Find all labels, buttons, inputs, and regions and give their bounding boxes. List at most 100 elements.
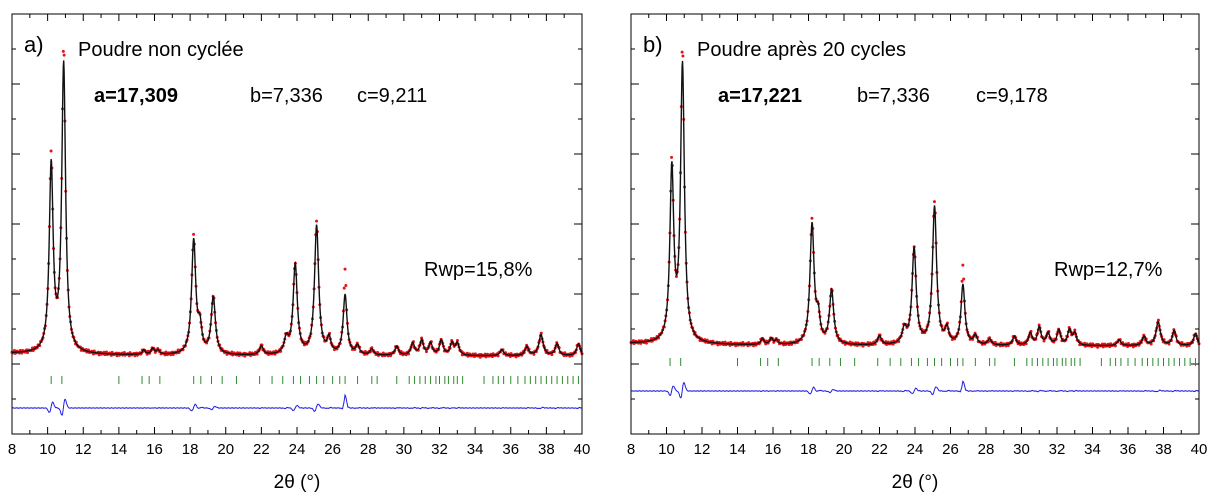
- difference-curve-line: [630, 380, 1200, 399]
- x-tick-label: 32: [1049, 441, 1066, 458]
- param-a: a=17,221: [718, 85, 802, 107]
- observed-point: [961, 263, 965, 267]
- x-tick-label: 14: [729, 441, 746, 458]
- calculated-profile-line: [11, 60, 583, 357]
- x-tick-label: 24: [907, 441, 924, 458]
- observed-point: [1042, 339, 1046, 343]
- x-tick-label: 32: [431, 441, 448, 458]
- observed-point: [192, 232, 196, 236]
- tick-label-layer: 8 10 12 14 16 18 20 22 24 26 28 30 32 34 36 38 40: [8, 441, 591, 458]
- observed-point: [670, 155, 674, 159]
- x-tick-label: 26: [942, 441, 959, 458]
- observed-point: [315, 219, 319, 223]
- x-tick-label: 22: [871, 441, 888, 458]
- param-c: c=9,211: [357, 85, 427, 107]
- observed-point: [962, 277, 966, 281]
- x-tick-label: 30: [396, 441, 413, 458]
- x-tick-label: 18: [800, 441, 817, 458]
- observed-point: [230, 350, 234, 354]
- x-tick-label: 40: [1191, 441, 1208, 458]
- observed-point: [243, 354, 247, 358]
- x-tick-label: 28: [978, 441, 995, 458]
- panel-label: b): [643, 32, 663, 57]
- panel-label: a): [24, 32, 44, 57]
- data-layer: [10, 49, 584, 416]
- x-tick-label: 18: [182, 441, 199, 458]
- observed-point: [752, 344, 756, 348]
- observed-point: [716, 343, 720, 347]
- plot-frame: [630, 13, 1200, 435]
- observed-point: [861, 344, 865, 348]
- observed-point: [343, 267, 347, 271]
- rwp-annotation: Rwp=15,8%: [424, 259, 533, 281]
- tick-label-layer: 8 10 12 14 16 18 20 22 24 26 28 30 32 34 36 38 40: [627, 441, 1208, 458]
- chart-panel-a: 8 10 12 14 16 18 20 22 24 26 28 30 32 34 36 38 40 a) Pou…: [0, 0, 592, 500]
- x-tick-label: 28: [360, 441, 377, 458]
- x-tick-label: 12: [694, 441, 711, 458]
- observed-point: [848, 340, 852, 344]
- observed-point: [342, 286, 346, 290]
- x-tick-label: 10: [658, 441, 675, 458]
- observed-point: [631, 339, 635, 343]
- x-tick-label: 20: [836, 441, 853, 458]
- observed-point: [568, 354, 572, 358]
- x-tick-label: 24: [289, 441, 306, 458]
- x-axis-label: 2θ (°): [274, 472, 321, 493]
- x-tick-label: 22: [253, 441, 270, 458]
- x-tick-label: 12: [75, 441, 92, 458]
- x-tick-label: 8: [627, 441, 635, 458]
- xrd-chart-a: 8 10 12 14 16 18 20 22 24 26 28 30 32 34 36 38 40 a) Pou…: [8, 13, 591, 493]
- chart-panel-b: 8 10 12 14 16 18 20 22 24 26 28 30 32 34 36 38 40 b) Pou…: [619, 0, 1211, 500]
- x-tick-label: 34: [467, 441, 484, 458]
- param-a: a=17,309: [94, 85, 178, 107]
- observed-point: [62, 53, 66, 57]
- x-tick-label: 14: [111, 441, 128, 458]
- observed-point: [424, 350, 428, 354]
- x-tick-label: 38: [538, 441, 555, 458]
- chart-title: Poudre non cyclée: [78, 39, 244, 61]
- observed-point: [133, 354, 137, 358]
- xrd-chart-b: 8 10 12 14 16 18 20 22 24 26 28 30 32 34 36 38 40 b) Pou…: [627, 13, 1208, 493]
- x-tick-label: 16: [765, 441, 782, 458]
- observed-point: [514, 355, 518, 359]
- x-tick-label: 38: [1155, 441, 1172, 458]
- rwp-annotation: Rwp=12,7%: [1054, 259, 1163, 281]
- difference-curve-line: [11, 393, 583, 416]
- observed-point: [1131, 345, 1135, 349]
- axis-ticks-layer: [11, 14, 583, 434]
- chart-title: Poudre après 20 cycles: [697, 39, 906, 61]
- x-tick-label: 16: [146, 441, 163, 458]
- observed-point: [532, 352, 536, 356]
- observed-point: [344, 284, 348, 288]
- observed-point: [680, 50, 684, 54]
- x-tick-label: 36: [502, 441, 519, 458]
- param-b: b=7,336: [857, 85, 930, 107]
- observed-point: [644, 341, 648, 345]
- observed-point: [1096, 345, 1100, 349]
- observed-point: [960, 279, 964, 283]
- observed-point: [810, 216, 814, 220]
- x-tick-label: 26: [324, 441, 341, 458]
- data-layer: [629, 50, 1201, 399]
- calculated-profile-line: [630, 60, 1200, 347]
- observed-point: [12, 349, 16, 353]
- x-tick-label: 36: [1120, 441, 1137, 458]
- observed-point: [674, 274, 678, 278]
- x-axis-label: 2θ (°): [892, 472, 939, 493]
- param-b: b=7,336: [250, 85, 323, 107]
- x-tick-label: 8: [8, 441, 16, 458]
- observed-point: [115, 354, 119, 358]
- x-tick-label: 10: [39, 441, 56, 458]
- observed-point: [932, 200, 936, 204]
- observed-point: [61, 49, 65, 53]
- observed-point: [1180, 341, 1184, 345]
- x-tick-label: 30: [1013, 441, 1030, 458]
- x-tick-label: 40: [574, 441, 591, 458]
- observed-point: [1185, 344, 1189, 348]
- observed-point: [97, 353, 101, 357]
- observed-point: [734, 344, 738, 348]
- axis-ticks-layer: [630, 14, 1200, 434]
- observed-point: [49, 149, 53, 153]
- observed-point: [25, 351, 29, 355]
- x-tick-label: 34: [1084, 441, 1101, 458]
